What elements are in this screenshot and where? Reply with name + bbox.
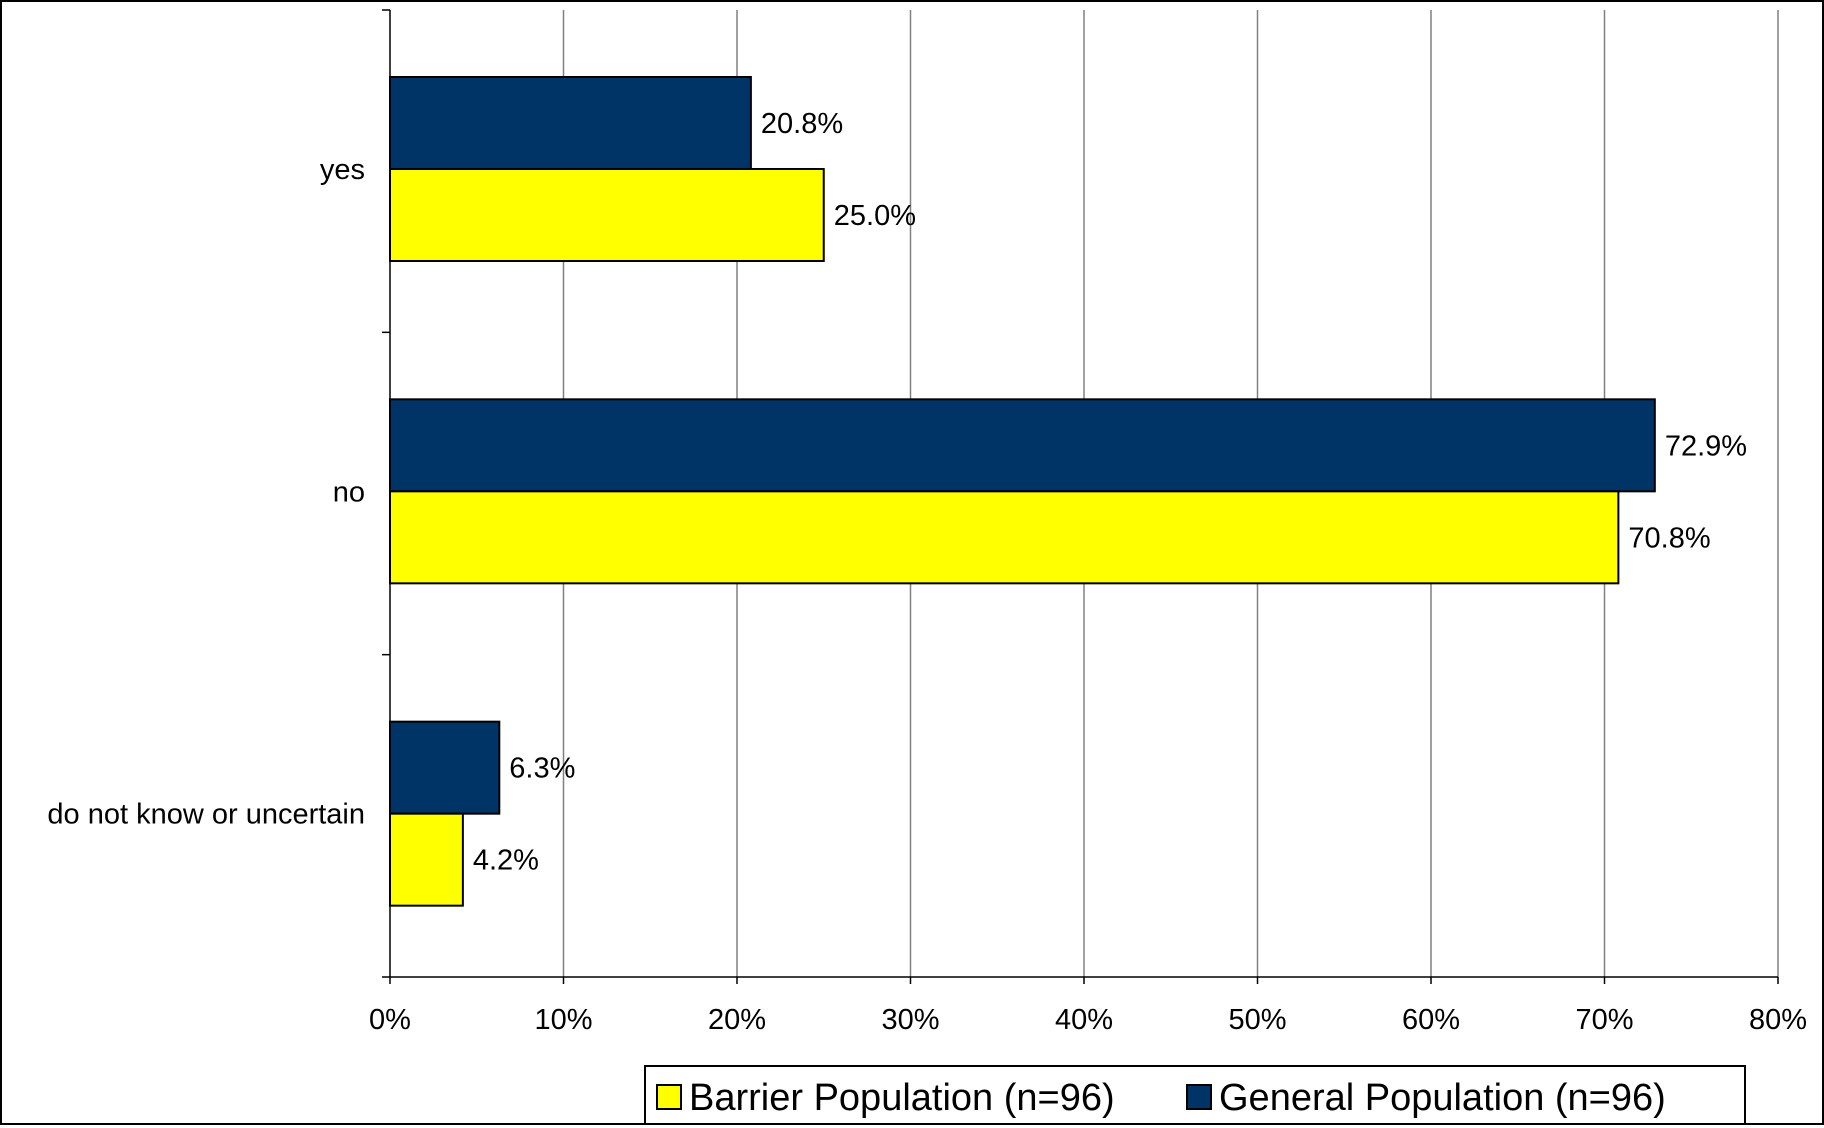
- x-tick-label: 20%: [708, 1004, 766, 1036]
- category-label: no: [333, 476, 365, 508]
- bar: [389, 76, 752, 170]
- data-label: 20.8%: [761, 108, 843, 140]
- legend-swatch: [656, 1084, 682, 1110]
- legend-label: General Population (n=96): [1219, 1077, 1666, 1119]
- x-tick-label: 50%: [1228, 1004, 1286, 1036]
- bar: [389, 720, 501, 815]
- x-tick-label: 40%: [1055, 1004, 1113, 1036]
- x-tick-label: 0%: [369, 1004, 411, 1036]
- x-tick-label: 80%: [1749, 1004, 1807, 1036]
- data-label: 4.2%: [473, 845, 539, 877]
- data-label: 72.9%: [1665, 430, 1747, 462]
- bar: [389, 490, 1620, 585]
- bar: [389, 398, 1656, 493]
- data-label: 70.8%: [1628, 522, 1710, 554]
- x-tick-label: 10%: [534, 1004, 592, 1036]
- data-label: 25.0%: [834, 200, 916, 232]
- bar: [389, 168, 825, 262]
- bar: [389, 812, 464, 907]
- x-tick-label: 60%: [1402, 1004, 1460, 1036]
- category-label: do not know or uncertain: [47, 799, 365, 831]
- x-tick-label: 30%: [881, 1004, 939, 1036]
- x-tick-label: 70%: [1575, 1004, 1633, 1036]
- category-label: yes: [320, 154, 365, 186]
- legend-label: Barrier Population (n=96): [689, 1077, 1115, 1119]
- legend-swatch: [1186, 1084, 1212, 1110]
- data-label: 6.3%: [509, 753, 575, 785]
